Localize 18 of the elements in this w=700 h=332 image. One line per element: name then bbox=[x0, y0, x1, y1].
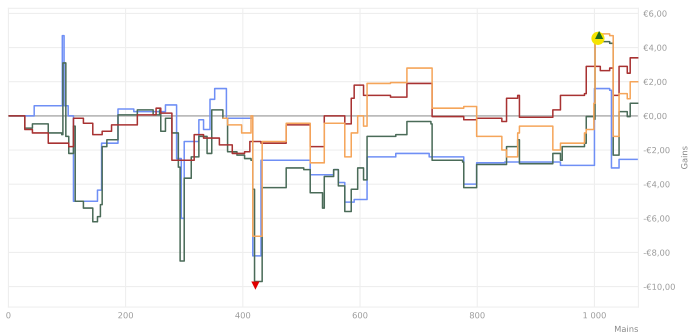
y-tick-label: €2,00 bbox=[643, 78, 667, 86]
x-tick-label: 800 bbox=[470, 312, 485, 318]
y-tick-label: -€2,00 bbox=[644, 147, 670, 154]
y-tick-label: €4,00 bbox=[643, 44, 667, 52]
x-tick-label: 0 bbox=[6, 312, 10, 318]
y-tick-label: -€8,00 bbox=[644, 249, 670, 257]
x-tick-label: 600 bbox=[352, 312, 368, 318]
x-tick-label: 400 bbox=[235, 312, 250, 318]
y-tick-label: -€4,00 bbox=[644, 181, 670, 188]
y-tick-label: -€10,00 bbox=[644, 284, 675, 291]
y-tick-label: €6,00 bbox=[643, 10, 667, 18]
x-tick-label: 200 bbox=[118, 312, 134, 318]
x-axis-title: Mains bbox=[614, 326, 638, 332]
y-tick-label: -€6,00 bbox=[644, 215, 670, 222]
y-tick-label: €0,00 bbox=[643, 112, 667, 120]
x-tick-label: 1 000 bbox=[583, 312, 606, 318]
point bbox=[251, 281, 260, 290]
y-axis-title: Gains bbox=[680, 146, 688, 169]
